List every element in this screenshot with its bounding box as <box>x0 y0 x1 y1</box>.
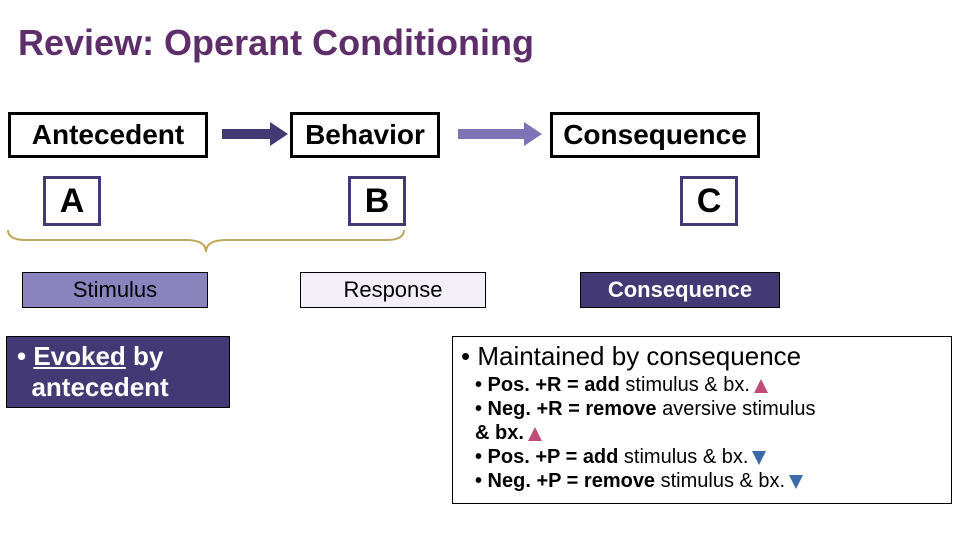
evoked-underline: Evoked <box>33 341 126 371</box>
item-post: stimulus & bx. <box>618 446 748 468</box>
consequence-label: Consequence <box>563 119 747 151</box>
letter-b-box: B <box>348 176 406 226</box>
letter-b: B <box>365 182 390 221</box>
stimulus-bar: Stimulus <box>22 272 208 308</box>
evoked-box: • Evoked by antecedent <box>6 336 230 408</box>
maintained-header: • Maintained by consequence <box>461 341 943 372</box>
maintained-item: • Pos. +P = add stimulus & bx. <box>475 446 943 469</box>
title-text: Review: Operant Conditioning <box>18 22 534 63</box>
consequence-bar: Consequence <box>580 272 780 308</box>
evoked-bullet: • <box>17 341 33 371</box>
item-bold: add <box>584 374 620 396</box>
down-arrow-icon <box>752 451 766 465</box>
item-post: stimulus & bx. <box>620 374 750 396</box>
letter-c-box: C <box>680 176 738 226</box>
down-arrow-icon <box>789 475 803 489</box>
behavior-box: Behavior <box>290 112 440 158</box>
maintained-item: • Pos. +R = add stimulus & bx. <box>475 374 943 397</box>
maintained-box: • Maintained by consequence • Pos. +R = … <box>452 336 952 504</box>
up-arrow-icon <box>528 427 542 441</box>
arrow-shaft <box>458 129 524 139</box>
item-pre: • Pos. +P = <box>475 446 583 468</box>
item-post: stimulus & bx. <box>655 470 785 492</box>
curly-brace-icon <box>6 228 406 256</box>
maintained-list: • Pos. +R = add stimulus & bx.• Neg. +R … <box>475 374 943 493</box>
consequence-box: Consequence <box>550 112 760 158</box>
item-pre: • Pos. +R = <box>475 374 584 396</box>
item-bold: remove <box>585 398 656 420</box>
evoked-line1: • Evoked by <box>17 341 163 372</box>
response-bar: Response <box>300 272 486 308</box>
letter-a-box: A <box>43 176 101 226</box>
arrow-shaft <box>222 129 270 139</box>
up-arrow-icon <box>754 379 768 393</box>
evoked-line2: antecedent <box>17 372 169 403</box>
item-bold: add <box>583 446 619 468</box>
letter-a: A <box>60 182 85 221</box>
arrow-head-icon <box>524 122 542 146</box>
slide-title: Review: Operant Conditioning <box>18 22 534 64</box>
arrow-head-icon <box>270 122 288 146</box>
item-bold: remove <box>584 470 655 492</box>
stimulus-label: Stimulus <box>73 277 157 303</box>
item-post: aversive stimulus <box>657 398 816 420</box>
maintained-item: & bx. <box>475 422 943 445</box>
arrow-antecedent-to-behavior <box>222 122 288 146</box>
maintained-item: • Neg. +R = remove aversive stimulus <box>475 398 943 421</box>
consequence-bar-label: Consequence <box>608 277 752 303</box>
behavior-label: Behavior <box>305 119 425 151</box>
letter-c: C <box>697 182 722 221</box>
item-pre: • Neg. +R = <box>475 398 585 420</box>
maintained-item: • Neg. +P = remove stimulus & bx. <box>475 470 943 493</box>
antecedent-box: Antecedent <box>8 112 208 158</box>
response-label: Response <box>343 277 442 303</box>
item-pre: • Neg. +P = <box>475 470 584 492</box>
evoked-post: by <box>126 341 164 371</box>
item-pre: & bx. <box>475 422 524 444</box>
arrow-behavior-to-consequence <box>458 122 542 146</box>
antecedent-label: Antecedent <box>32 119 184 151</box>
